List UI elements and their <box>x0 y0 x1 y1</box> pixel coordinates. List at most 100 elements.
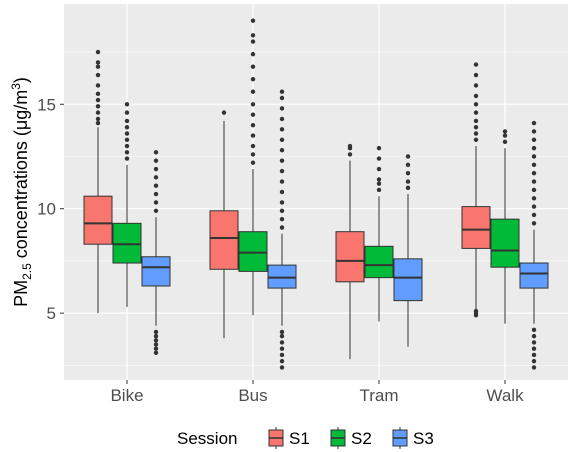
outlier-point <box>405 162 411 168</box>
box-body <box>461 206 491 249</box>
outlier-point <box>376 166 382 172</box>
y-axis: 5 10 15 <box>37 95 64 323</box>
legend-key-S1: S1 <box>268 427 310 449</box>
outlier-point <box>279 148 285 153</box>
outlier-point <box>405 171 411 176</box>
outlier-point <box>153 350 159 356</box>
outlier-point <box>279 208 285 213</box>
outlier-point <box>153 208 159 213</box>
outlier-point <box>153 346 159 351</box>
outlier-point <box>153 342 159 347</box>
outlier-point <box>531 179 537 184</box>
outlier-point <box>473 118 479 124</box>
outlier-point <box>347 143 353 149</box>
outlier-point <box>279 200 285 205</box>
box-body <box>83 195 113 245</box>
outlier-point <box>376 181 382 186</box>
outlier-point <box>153 166 159 172</box>
outlier-point <box>279 137 285 142</box>
outlier-point <box>376 156 382 161</box>
outlier-point <box>531 187 537 193</box>
outlier-point <box>531 137 537 142</box>
x-tick-label: Bike <box>110 386 143 405</box>
outlier-point <box>531 145 537 151</box>
outlier-point <box>95 91 101 97</box>
outlier-point <box>124 118 130 124</box>
legend-title: Session <box>177 429 237 448</box>
outlier-point <box>95 72 101 78</box>
legend-label: S1 <box>289 429 310 448</box>
box-S1-walk <box>461 62 491 318</box>
outlier-point <box>153 150 159 155</box>
outlier-point <box>531 204 537 209</box>
outlier-point <box>279 216 285 222</box>
outlier-point <box>531 162 537 168</box>
outlier-point <box>250 102 256 107</box>
outlier-point <box>531 120 537 126</box>
legend-label: S3 <box>413 429 434 448</box>
outlier-point <box>124 137 130 142</box>
box-S2-bus <box>238 18 268 316</box>
box-body <box>267 264 297 289</box>
x-axis: Bike Bus Tram Walk <box>110 380 524 405</box>
box-groups <box>83 18 549 370</box>
outlier-point <box>473 125 479 130</box>
outlier-point <box>279 116 285 122</box>
outlier-point <box>153 183 159 188</box>
outlier-point <box>376 145 382 151</box>
outlier-point <box>124 156 130 161</box>
outlier-point <box>473 137 479 142</box>
outlier-point <box>153 333 159 339</box>
box-S2-tram <box>364 145 394 322</box>
box-S3-tram <box>393 154 423 347</box>
box-S1-bus <box>209 110 239 339</box>
box-S1-bike <box>83 49 113 314</box>
outlier-point <box>95 110 101 115</box>
outlier-point <box>124 150 130 155</box>
outlier-point <box>124 131 130 136</box>
outlier-point <box>95 64 101 69</box>
outlier-point <box>250 33 256 38</box>
outlier-point <box>250 77 256 82</box>
outlier-point <box>473 83 479 88</box>
outlier-point <box>531 129 537 134</box>
outlier-point <box>502 139 508 145</box>
outlier-point <box>473 62 479 67</box>
outlier-point <box>153 191 159 197</box>
outlier-point <box>531 340 537 345</box>
outlier-point <box>473 131 479 136</box>
plot-panel <box>64 4 568 380</box>
outlier-point <box>250 160 256 165</box>
outlier-point <box>153 158 159 163</box>
outlier-point <box>250 89 256 94</box>
outlier-point <box>347 152 353 157</box>
outlier-point <box>124 110 130 115</box>
outlier-point <box>473 72 479 78</box>
outlier-point <box>221 110 227 115</box>
box-body <box>112 222 142 264</box>
outlier-point <box>250 143 256 149</box>
outlier-point <box>531 352 537 358</box>
box-body <box>209 210 239 270</box>
box-body <box>393 258 423 302</box>
outlier-point <box>531 333 537 339</box>
outlier-point <box>531 171 537 176</box>
outlier-point <box>250 51 256 57</box>
outlier-point <box>279 106 285 111</box>
outlier-point <box>279 359 285 364</box>
outlier-point <box>531 346 537 351</box>
box-S3-bus <box>267 89 297 370</box>
x-tick-label: Bus <box>238 386 267 405</box>
x-tick-label: Tram <box>359 386 398 405</box>
box-S3-walk <box>519 120 549 370</box>
box-S3-bike <box>141 150 171 356</box>
box-body <box>238 231 268 272</box>
outlier-point <box>250 133 256 138</box>
outlier-point <box>153 329 159 335</box>
x-tick-label: Walk <box>486 386 524 405</box>
outlier-point <box>124 143 130 149</box>
outlier-point <box>279 352 285 358</box>
outlier-point <box>405 154 411 159</box>
outlier-point <box>473 110 479 115</box>
